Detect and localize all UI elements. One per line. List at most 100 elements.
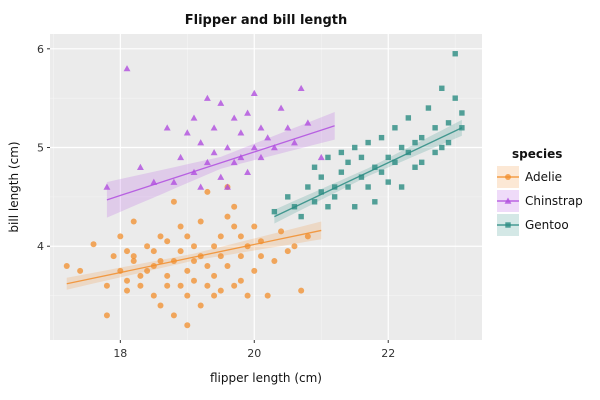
- data-point-adelie: [117, 233, 124, 240]
- x-tick-label: 18: [113, 347, 127, 360]
- legend-title: species: [512, 147, 562, 161]
- data-point-chinstrap: [123, 65, 131, 72]
- data-point-gentoo: [325, 154, 331, 161]
- data-point-gentoo: [358, 174, 365, 180]
- data-point-gentoo: [398, 144, 405, 151]
- legend-label-gentoo: Gentoo: [525, 218, 569, 232]
- data-point-adelie: [197, 218, 204, 225]
- x-tick-label: 22: [381, 347, 395, 360]
- data-point-gentoo: [298, 213, 304, 220]
- data-point-chinstrap: [284, 124, 292, 131]
- data-point-gentoo: [445, 120, 452, 126]
- data-point-adelie: [90, 241, 97, 248]
- data-point-adelie: [130, 253, 137, 260]
- legend-marker-gentoo: [505, 222, 511, 228]
- data-point-gentoo: [318, 189, 324, 195]
- data-point-chinstrap: [297, 84, 305, 92]
- data-point-gentoo: [271, 208, 278, 215]
- data-point-gentoo: [338, 169, 345, 175]
- data-point-adelie: [157, 258, 164, 265]
- data-point-adelie: [264, 292, 271, 299]
- data-point-gentoo: [412, 164, 418, 170]
- data-point-chinstrap: [183, 129, 191, 136]
- data-point-gentoo: [392, 125, 398, 131]
- data-point-adelie: [164, 282, 171, 289]
- data-point-chinstrap: [277, 104, 285, 111]
- data-point-gentoo: [419, 159, 425, 166]
- data-point-chinstrap: [224, 144, 231, 151]
- data-point-adelie: [191, 258, 197, 265]
- data-point-chinstrap: [224, 183, 231, 190]
- legend-marker-adelie: [505, 174, 511, 180]
- data-point-adelie: [124, 287, 131, 294]
- data-point-adelie: [217, 253, 224, 260]
- data-point-chinstrap: [237, 129, 245, 136]
- fit-band-adelie: [66, 221, 322, 290]
- data-point-chinstrap: [257, 153, 265, 161]
- data-point-chinstrap: [163, 124, 171, 131]
- grid: [50, 34, 482, 340]
- data-point-adelie: [184, 233, 191, 240]
- data-point-adelie: [197, 302, 204, 309]
- data-point-gentoo: [345, 159, 351, 166]
- data-point-gentoo: [425, 105, 432, 111]
- y-axis-title: bill length (cm): [7, 141, 21, 232]
- data-point-gentoo: [352, 204, 358, 210]
- data-point-chinstrap: [210, 124, 218, 131]
- data-point-adelie: [184, 322, 191, 329]
- data-point-adelie: [124, 277, 131, 284]
- data-point-adelie: [217, 287, 224, 294]
- data-point-chinstrap: [103, 183, 111, 190]
- y-tick-label: 4: [37, 240, 44, 253]
- data-point-adelie: [177, 282, 184, 289]
- axis-ticks: 18 20 22 4 5 6: [37, 43, 395, 360]
- data-point-gentoo: [432, 125, 438, 131]
- data-point-adelie: [204, 262, 211, 269]
- data-point-chinstrap: [150, 178, 158, 185]
- chart-title: Flipper and bill length: [185, 13, 348, 28]
- data-point-adelie: [271, 258, 278, 265]
- data-point-gentoo: [372, 164, 378, 170]
- data-point-adelie: [231, 282, 238, 289]
- data-point-gentoo: [452, 51, 458, 57]
- data-point-chinstrap: [217, 99, 225, 106]
- data-point-adelie: [237, 233, 244, 240]
- data-point-gentoo: [405, 115, 412, 121]
- data-point-adelie: [211, 272, 218, 279]
- data-point-gentoo: [311, 164, 318, 170]
- data-point-gentoo: [345, 184, 351, 190]
- data-point-adelie: [291, 243, 298, 250]
- data-point-adelie: [191, 277, 197, 284]
- fit-line-gentoo: [274, 127, 463, 218]
- data-point-adelie: [103, 312, 110, 319]
- data-point-chinstrap: [264, 134, 272, 141]
- data-point-gentoo: [318, 174, 324, 180]
- data-point-gentoo: [365, 184, 371, 190]
- data-point-adelie: [257, 253, 264, 260]
- data-point-adelie: [103, 282, 110, 289]
- data-point-adelie: [177, 248, 184, 255]
- data-point-adelie: [77, 267, 84, 274]
- data-point-adelie: [237, 253, 244, 260]
- legend-label-adelie: Adelie: [525, 170, 562, 184]
- data-point-gentoo: [392, 159, 398, 166]
- data-point-gentoo: [378, 169, 385, 175]
- legend: species Adelie Chinstrap Gentoo: [497, 147, 583, 236]
- data-point-adelie: [244, 292, 251, 299]
- data-point-chinstrap: [230, 114, 238, 121]
- data-point-chinstrap: [317, 153, 325, 161]
- data-point-gentoo: [331, 194, 338, 200]
- data-point-chinstrap: [244, 109, 252, 116]
- data-point-adelie: [150, 248, 157, 255]
- data-point-gentoo: [439, 144, 445, 151]
- data-point-adelie: [137, 282, 144, 289]
- data-point-chinstrap: [190, 114, 198, 121]
- data-point-adelie: [211, 292, 218, 299]
- data-point-chinstrap: [197, 183, 205, 190]
- data-point-chinstrap: [257, 124, 265, 131]
- data-point-gentoo: [352, 144, 358, 151]
- data-point-adelie: [157, 233, 164, 240]
- fit-line-adelie: [66, 229, 322, 285]
- data-point-chinstrap: [217, 173, 225, 180]
